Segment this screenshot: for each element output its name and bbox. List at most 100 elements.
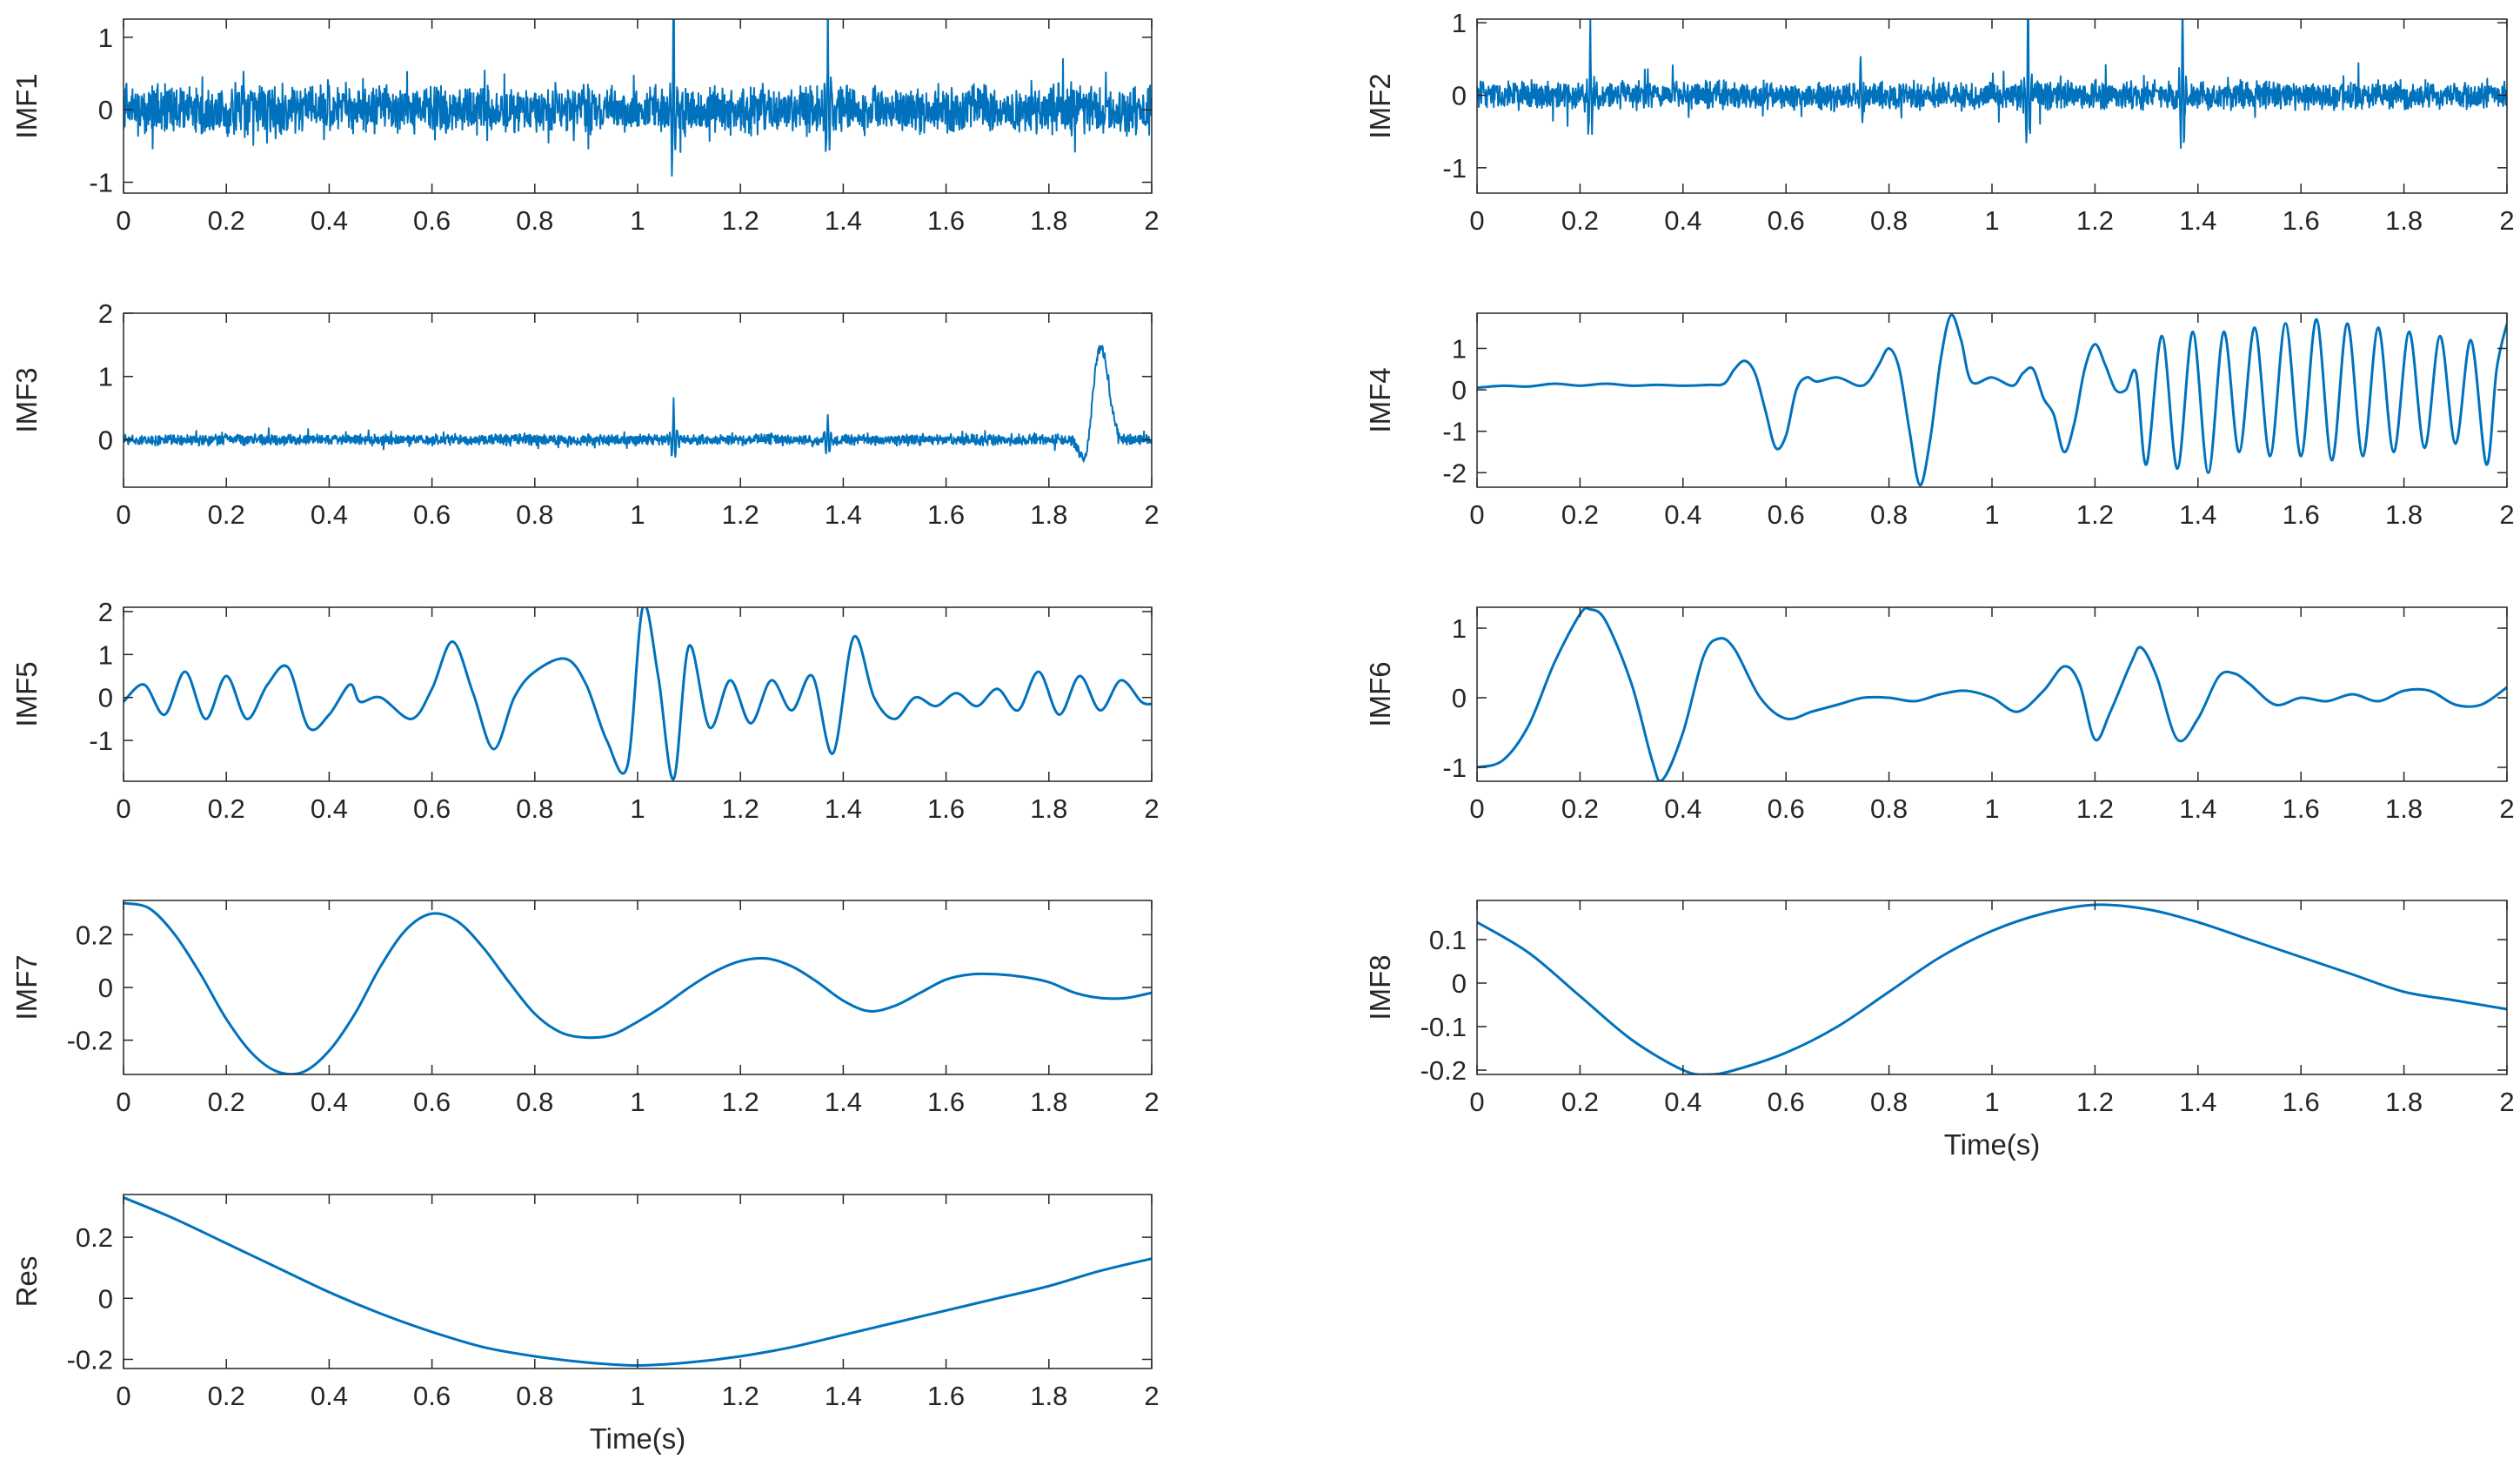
x-tick-label: 0.4 [311,499,348,530]
x-tick-label: 0.2 [208,205,245,236]
x-tick-label: 1 [630,1087,645,1117]
y-axis-label: Res [10,1256,43,1308]
x-tick-label: 1.4 [2179,793,2216,824]
y-tick-label: 2 [98,597,113,627]
x-tick-label: 0.4 [1664,499,1701,530]
x-tick-label: 1.6 [927,793,965,824]
x-tick-label: 1.4 [2179,499,2216,530]
x-tick-label: 0.8 [1870,205,1908,236]
x-tick-label: 0 [116,1087,130,1117]
y-tick-label: 0 [98,425,113,455]
x-tick-label: 0.2 [208,1087,245,1117]
y-tick-label: -0.2 [1420,1055,1467,1086]
x-tick-label: 1.8 [1030,1087,1067,1117]
x-tick-label: 2 [2499,205,2514,236]
x-tick-label: 0.8 [1870,793,1908,824]
x-tick-label: 0.8 [1870,1087,1908,1117]
x-tick-label: 1.4 [2179,1087,2216,1117]
y-axis-label: IMF8 [1364,954,1396,1020]
x-tick-label: 1.2 [2076,1087,2114,1117]
x-tick-label: 0.4 [311,205,348,236]
subplot-imf5: 0 0.2 0.4 0.6 0.8 1 1.2 1.4 1.6 1.8 2 -1 0 1 2 IMF5 [10,597,1160,824]
x-tick-label: 0.4 [311,1381,348,1411]
x-tick-label: 0 [1469,793,1484,824]
y-tick-label: 1 [1452,613,1467,644]
y-tick-label: 1 [98,639,113,670]
x-tick-label: 2 [1144,793,1159,824]
signal-line-imf2 [1477,19,2507,150]
y-tick-label: 1 [1452,333,1467,364]
signal-line-res [124,1196,1152,1367]
y-tick-label: -1 [89,168,113,198]
y-tick-label: 0 [1452,968,1467,999]
x-tick-label: 2 [1144,1087,1159,1117]
x-tick-label: 0.4 [1664,793,1701,824]
x-tick-label: 0.4 [311,793,348,824]
x-tick-label: 1.6 [927,1087,965,1117]
x-tick-label: 1.2 [722,793,759,824]
x-tick-label: 1.6 [2283,1087,2320,1117]
x-tick-label: 0 [116,205,130,236]
subplot-imf4: 0 0.2 0.4 0.6 0.8 1 1.2 1.4 1.6 1.8 2 -2 -1 0 1 IMF4 [1364,312,2515,530]
y-tick-label: 1 [98,23,113,53]
y-tick-label: -1 [1442,153,1467,184]
signal-line-imf8 [1477,903,2507,1074]
x-tick-label: 1 [630,205,645,236]
x-tick-label: 0.4 [1664,1087,1701,1117]
y-tick-label: 0 [98,95,113,125]
x-tick-label: 0 [1469,1087,1484,1117]
x-tick-label: 1 [1984,1087,1999,1117]
x-tick-label: 1.2 [722,1381,759,1411]
y-tick-label: 0.2 [76,920,113,950]
x-tick-label: 1.6 [927,499,965,530]
x-tick-label: 0 [116,1381,130,1411]
x-tick-label: 1 [1984,205,1999,236]
x-tick-label: 1.8 [1030,205,1067,236]
subplot-imf3: 0 0.2 0.4 0.6 0.8 1 1.2 1.4 1.6 1.8 2 0 1 2 IMF3 [10,298,1160,530]
signal-line-imf3 [124,345,1152,463]
x-tick-label: 1.2 [2076,205,2114,236]
y-tick-label: -1 [89,726,113,756]
x-tick-label: 0.2 [1561,205,1599,236]
y-tick-label: -0.2 [67,1026,113,1056]
x-tick-label: 1.8 [2385,499,2423,530]
y-tick-label: -0.2 [67,1344,113,1375]
x-tick-label: 1 [630,1381,645,1411]
y-axis-label: IMF6 [1364,661,1396,726]
x-tick-label: 2 [2499,793,2514,824]
x-tick-label: 1.2 [722,205,759,236]
y-axis-label: IMF1 [10,73,43,138]
x-tick-label: 1.8 [1030,1381,1067,1411]
x-tick-label: 2 [2499,499,2514,530]
x-tick-label: 1.2 [722,499,759,530]
y-tick-label: 0 [1452,683,1467,713]
x-tick-label: 0.2 [1561,1087,1599,1117]
x-tick-label: 0 [116,499,130,530]
y-axis-label: IMF3 [10,367,43,432]
x-tick-label: 1.2 [722,1087,759,1117]
x-axis-label: Time(s) [590,1422,686,1455]
y-tick-label: 2 [98,298,113,329]
y-tick-label: -2 [1442,458,1467,488]
x-tick-label: 2 [1144,1381,1159,1411]
x-tick-label: 2 [2499,1087,2514,1117]
x-tick-label: 1.6 [2283,205,2320,236]
x-tick-label: 0.2 [208,499,245,530]
x-tick-label: 1.4 [825,499,862,530]
x-tick-label: 1.8 [2385,793,2423,824]
y-tick-label: 0 [98,683,113,713]
signal-line-imf6 [1477,607,2507,781]
x-tick-label: 0.6 [413,205,451,236]
y-tick-label: 1 [98,362,113,392]
x-tick-label: 2 [1144,205,1159,236]
x-tick-label: 1 [630,499,645,530]
y-tick-label: 0 [1452,375,1467,405]
x-axis-label: Time(s) [1944,1128,2041,1161]
x-tick-label: 0.8 [516,1381,553,1411]
y-tick-label: -1 [1442,753,1467,783]
x-tick-label: 0.6 [1768,499,1805,530]
x-tick-label: 0.2 [208,1381,245,1411]
